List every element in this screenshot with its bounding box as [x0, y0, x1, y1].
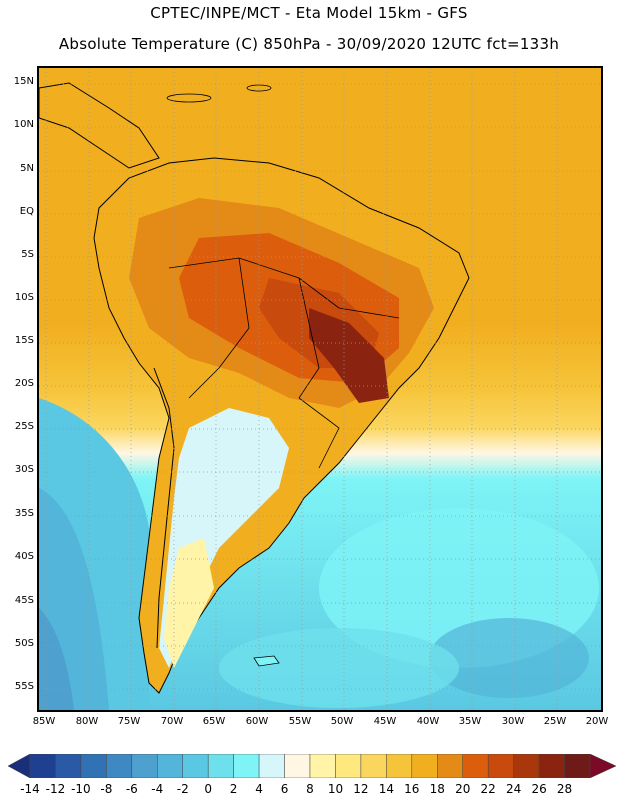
- lat-label: 15S: [14, 335, 34, 346]
- colorbar-over-arrow: [589, 754, 616, 778]
- colorbar-tick-label: 26: [531, 782, 547, 796]
- colorbar-tick-label: 16: [404, 782, 420, 796]
- lon-label: 75W: [117, 716, 141, 727]
- colorbar-swatch: [462, 754, 489, 778]
- colorbar-tick-label: 20: [455, 782, 471, 796]
- lon-label: 40W: [416, 716, 440, 727]
- colorbar-swatch: [487, 754, 514, 778]
- colorbar-tick-label: 2: [229, 782, 238, 796]
- central-america: [39, 82, 160, 169]
- lat-label: 40S: [14, 551, 34, 562]
- lat-label: 25S: [14, 421, 34, 432]
- lon-label: 70W: [160, 716, 184, 727]
- map-title-line1: CPTEC/INPE/MCT - Eta Model 15km - GFS: [150, 4, 468, 22]
- colorbar-tick-label: -4: [151, 782, 164, 796]
- colorbar-swatch: [258, 754, 285, 778]
- lon-label: 85W: [32, 716, 56, 727]
- colorbar-swatch: [233, 754, 260, 778]
- lon-label: 30W: [501, 716, 525, 727]
- lat-label: 10S: [14, 292, 34, 303]
- falkland-islands: [253, 655, 280, 667]
- lon-label: 65W: [202, 716, 226, 727]
- colorbar-tick-label: 22: [480, 782, 496, 796]
- colorbar-swatch: [55, 754, 82, 778]
- colorbar-swatch: [182, 754, 209, 778]
- pacific-coldest-zone: [39, 608, 74, 710]
- colorbar-swatch: [437, 754, 463, 778]
- lat-label: 5N: [20, 163, 34, 174]
- colorbar: [8, 754, 616, 778]
- colorbar-tick-label: 0: [204, 782, 212, 796]
- atlantic-south-blob: [219, 628, 459, 708]
- lat-label: 55S: [14, 681, 34, 692]
- colorbar-tick-label: -8: [100, 782, 113, 796]
- colorbar-tick-label: 6: [280, 782, 289, 796]
- colorbar-swatch: [284, 754, 311, 778]
- colorbar-swatch: [309, 754, 336, 778]
- andes-border: [153, 367, 175, 649]
- graticule: [39, 68, 601, 710]
- patagonia-warm-strip: [164, 538, 214, 668]
- colorbar-tick-label: 28: [556, 782, 573, 796]
- lat-label: 5S: [21, 249, 34, 260]
- lon-label: 45W: [373, 716, 397, 727]
- colorbar-swatch: [106, 754, 133, 778]
- colorbar-tick-label: 8: [306, 782, 314, 796]
- colorbar-swatch: [386, 754, 413, 778]
- colorbar-tick-label: -2: [176, 782, 189, 796]
- atlantic-blue-blob: [429, 618, 589, 698]
- colorbar-tick-label: 24: [505, 782, 522, 796]
- lon-label: 55W: [288, 716, 312, 727]
- colorbar-under-arrow: [8, 754, 31, 778]
- colorbar-tick-label: 10: [327, 782, 344, 796]
- colorbar-swatch: [360, 754, 387, 778]
- colorbar-tick-label: -10: [71, 782, 91, 796]
- lat-label: 15N: [13, 76, 34, 87]
- colorbar-tick-label: 14: [378, 782, 394, 796]
- hottest-core: [309, 308, 389, 403]
- colorbar-swatch: [157, 754, 183, 778]
- map-title-line2: Absolute Temperature (C) 850hPa - 30/09/…: [58, 35, 560, 53]
- caribbean-island: [166, 93, 212, 103]
- colorbar-swatch: [538, 754, 565, 778]
- lat-label: 50S: [14, 638, 34, 649]
- lat-label: 10N: [13, 119, 34, 130]
- lat-label: 20S: [14, 378, 34, 389]
- lon-label: 50W: [330, 716, 354, 727]
- lon-label: 25W: [543, 716, 567, 727]
- colorbar-swatch: [335, 754, 362, 778]
- lon-label: 35W: [458, 716, 482, 727]
- colorbar-swatch: [564, 754, 591, 778]
- temperature-map: [37, 66, 603, 712]
- colorbar-tick-label: 4: [255, 782, 263, 796]
- lat-label: 45S: [14, 595, 34, 606]
- lon-label: 60W: [245, 716, 269, 727]
- lat-label: EQ: [19, 206, 34, 217]
- colorbar-tick-label: -14: [20, 782, 40, 796]
- colorbar-tick-label: -12: [45, 782, 66, 796]
- colorbar-swatch: [513, 754, 540, 778]
- country-borders: [168, 257, 400, 469]
- colorbar-swatch: [411, 754, 438, 778]
- lat-label: 35S: [14, 508, 34, 519]
- colorbar-tick-label: 18: [429, 782, 445, 796]
- lon-label: 20W: [585, 716, 609, 727]
- colorbar-tick-label: 12: [353, 782, 369, 796]
- colorbar-swatch: [29, 754, 56, 778]
- colorbar-swatch: [207, 754, 234, 778]
- colorbar-tick-label: -6: [125, 782, 138, 796]
- lat-label: 30S: [14, 464, 34, 475]
- colorbar-swatch: [131, 754, 158, 778]
- lon-label: 80W: [75, 716, 99, 727]
- colorbar-swatch: [80, 754, 107, 778]
